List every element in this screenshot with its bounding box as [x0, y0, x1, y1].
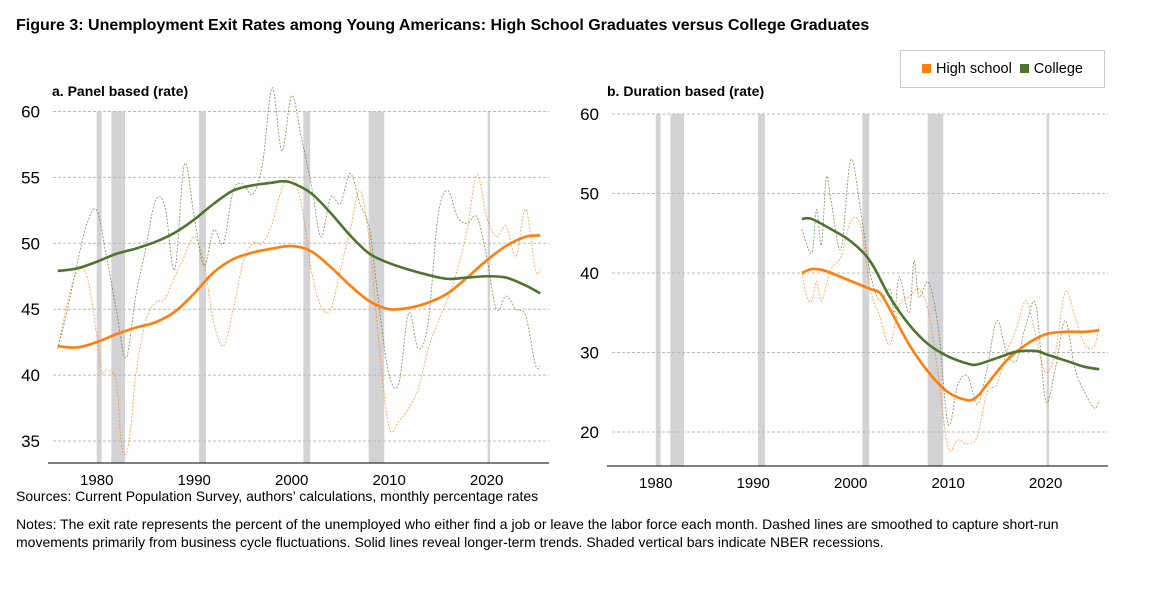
legend-label: College [1033, 61, 1083, 77]
legend-label: High school [936, 61, 1012, 77]
y-tick-label: 45 [21, 300, 40, 319]
recession-bar [368, 111, 385, 463]
recession-bar [303, 111, 311, 463]
panel-a-title: a. Panel based (rate) [52, 83, 189, 99]
recession-bar [670, 114, 685, 466]
y-tick-label: 30 [580, 344, 599, 363]
legend-item-college: College [1019, 61, 1083, 77]
figure-title: Figure 3: Unemployment Exit Rates among … [16, 17, 870, 34]
college-trend-line [57, 179, 541, 295]
recession-bar [927, 114, 944, 466]
recession-bar [199, 111, 206, 463]
recession-bar [111, 111, 126, 463]
y-tick-label: 50 [580, 185, 599, 204]
x-tick-label: 1980 [639, 475, 672, 492]
y-tick-label: 60 [21, 103, 40, 122]
high-school-trend-line [801, 267, 1100, 402]
recession-bar [487, 111, 491, 463]
high-school-trend-line [57, 234, 541, 349]
x-tick-label: 1980 [80, 472, 113, 489]
recession-bar [96, 111, 102, 463]
recession-bar [655, 114, 661, 466]
high-school-smoothed-line [57, 174, 541, 456]
legend-swatch [922, 64, 932, 73]
panel-b-title: b. Duration based (rate) [607, 83, 765, 99]
legend: High school College [900, 50, 1105, 88]
recession-bar [758, 114, 765, 466]
x-tick-label: 2020 [470, 472, 503, 489]
y-tick-label: 50 [21, 234, 40, 253]
legend-item-high-school: High school [922, 61, 1012, 77]
y-tick-label: 40 [21, 366, 40, 385]
y-tick-label: 60 [580, 105, 599, 124]
y-tick-label: 20 [580, 423, 599, 442]
x-tick-label: 2000 [275, 472, 308, 489]
x-tick-label: 2010 [931, 475, 964, 492]
x-tick-label: 1990 [178, 472, 211, 489]
x-tick-label: 2020 [1029, 475, 1062, 492]
sources: Sources: Current Population Survey, auth… [16, 488, 539, 504]
x-tick-label: 2010 [372, 472, 405, 489]
y-tick-label: 35 [21, 432, 40, 451]
x-tick-label: 2000 [834, 475, 867, 492]
panel-b: 20 30 40 50 60 1980 1990 2000 2010 2020 [580, 105, 1108, 492]
x-tick-label: 1990 [737, 475, 770, 492]
legend-swatch [1019, 64, 1029, 73]
y-tick-label: 40 [580, 264, 599, 283]
college-smoothed-line [801, 159, 1100, 426]
panel-a: 35 40 45 50 55 60 1980 1990 2000 2010 2020 [21, 87, 549, 489]
college-trend-line [801, 216, 1100, 371]
college-smoothed-line [57, 87, 541, 389]
notes: Notes: The exit rate represents the perc… [16, 516, 1059, 550]
y-tick-label: 55 [21, 168, 40, 187]
high-school-smoothed-line [801, 216, 1100, 452]
recession-bar [1046, 114, 1050, 466]
recession-bar [862, 114, 870, 466]
